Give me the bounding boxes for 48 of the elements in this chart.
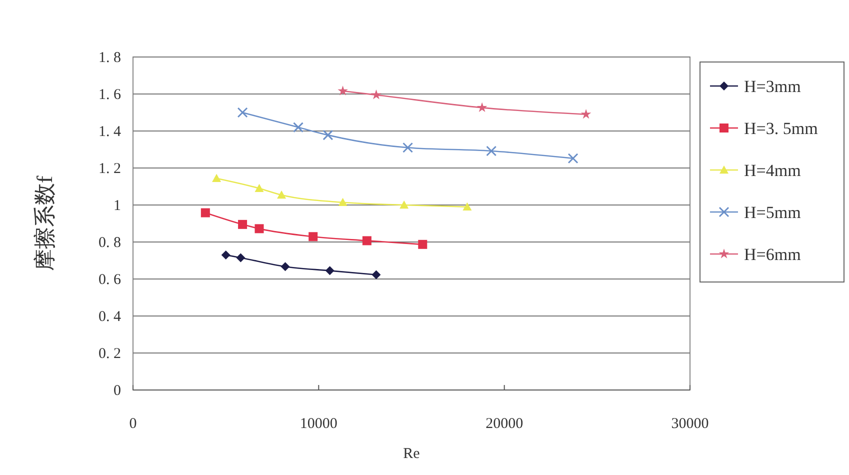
- point: [237, 107, 248, 118]
- point: [212, 174, 222, 182]
- point: [400, 200, 409, 209]
- point: [338, 86, 348, 96]
- point: [200, 208, 210, 218]
- y-tick-label: 1. 4: [98, 124, 122, 140]
- point: [277, 190, 286, 199]
- point: [221, 250, 230, 260]
- y-tick-label: 1. 2: [98, 161, 121, 177]
- point: [254, 184, 264, 192]
- point: [338, 198, 348, 206]
- y-tick-label: 0. 4: [98, 309, 122, 325]
- legend-label: H=3mm: [744, 77, 801, 96]
- point: [362, 236, 372, 246]
- x-tick-label: 0: [129, 416, 137, 432]
- legend-label: H=6mm: [744, 245, 801, 264]
- point: [580, 108, 592, 119]
- x-tick-label: 20000: [486, 416, 524, 432]
- point: [568, 153, 578, 164]
- point: [476, 102, 488, 112]
- x-axis-title: Re: [403, 446, 420, 462]
- y-axis-title: 摩擦系数f: [32, 175, 57, 272]
- point: [280, 262, 290, 272]
- point: [486, 146, 497, 156]
- point: [238, 220, 248, 229]
- y-tick-label: 0: [114, 383, 121, 399]
- point: [462, 202, 472, 210]
- y-tick-label: 1. 6: [98, 87, 122, 103]
- y-tick-label: 0. 8: [98, 235, 121, 251]
- point: [322, 130, 334, 140]
- y-tick-label: 0. 2: [98, 346, 121, 362]
- point: [371, 90, 382, 100]
- legend-label: H=5mm: [744, 203, 801, 222]
- x-tick-label: 10000: [300, 416, 338, 432]
- x-tick-label: 30000: [671, 416, 709, 432]
- y-tick-label: 0. 6: [98, 272, 122, 288]
- point: [292, 122, 304, 133]
- y-tick-label: 1. 8: [98, 50, 121, 66]
- point: [254, 224, 264, 234]
- point: [236, 253, 246, 262]
- point: [372, 270, 381, 280]
- legend-label: H=4mm: [744, 161, 801, 180]
- point: [418, 240, 428, 249]
- y-tick-label: 1: [114, 198, 121, 214]
- point: [402, 142, 414, 153]
- point: [325, 266, 334, 276]
- point: [308, 232, 318, 242]
- legend-label: H=3. 5mm: [744, 119, 818, 138]
